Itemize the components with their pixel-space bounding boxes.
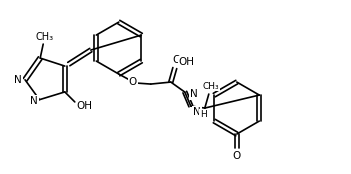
Text: O: O xyxy=(173,55,181,65)
Text: N: N xyxy=(30,96,38,106)
Text: OH: OH xyxy=(179,57,195,67)
Text: H: H xyxy=(200,110,206,118)
Text: OH: OH xyxy=(77,101,93,111)
Text: N: N xyxy=(193,107,200,117)
Text: O: O xyxy=(233,151,241,161)
Text: N: N xyxy=(190,89,198,99)
Text: N: N xyxy=(14,75,22,85)
Text: CH₃: CH₃ xyxy=(203,82,219,91)
Text: CH₃: CH₃ xyxy=(35,32,53,42)
Text: O: O xyxy=(129,77,137,87)
